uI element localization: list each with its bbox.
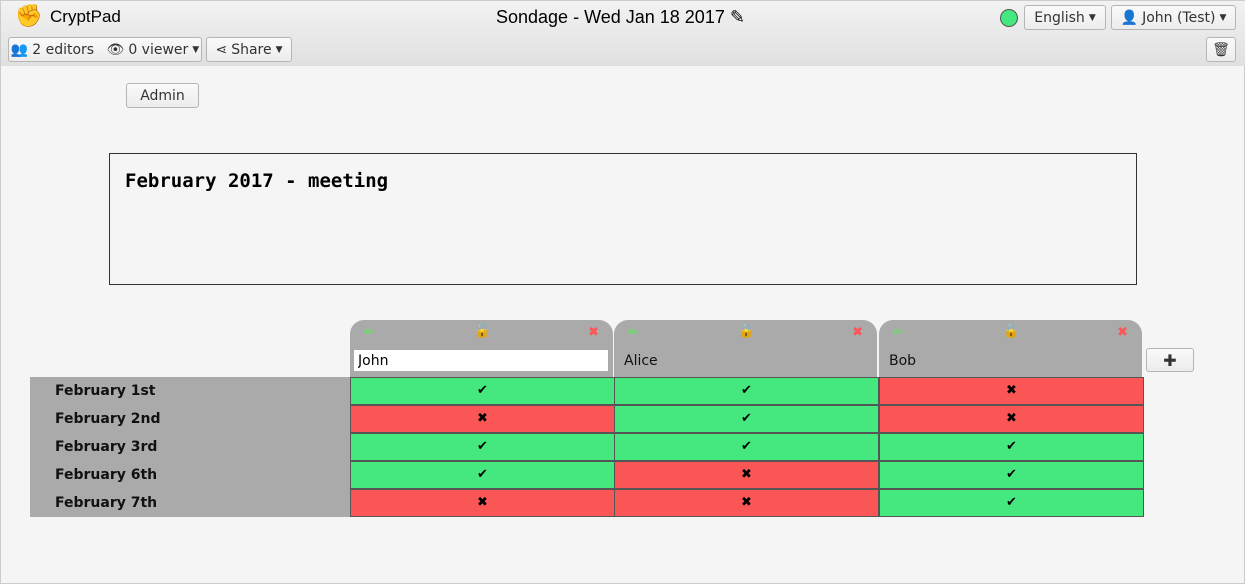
admin-button[interactable]: Admin <box>126 83 199 108</box>
app-name: CryptPad <box>50 7 121 26</box>
remove-column-icon[interactable]: ✖ <box>1117 325 1128 340</box>
check-icon: ✔ <box>477 439 488 454</box>
remove-column-icon[interactable]: ✖ <box>852 325 863 340</box>
row-label: February 7th <box>30 489 350 517</box>
vote-cell[interactable]: ✔ <box>879 433 1144 461</box>
cross-icon: ✖ <box>1006 411 1017 426</box>
delete-button[interactable]: 🗑 <box>1206 37 1236 62</box>
column-header: ✏ 🔓 ✖ <box>350 320 613 377</box>
cross-icon: ✖ <box>477 495 488 510</box>
column-name: Bob <box>889 353 917 369</box>
editors-count: 2 editors <box>32 41 95 58</box>
eye-icon: 👁 <box>106 41 125 58</box>
vote-cell[interactable]: ✔ <box>614 405 879 433</box>
user-menu-button[interactable]: 👤 John (Test) ▼ <box>1111 5 1236 30</box>
poll-description-editor[interactable]: February 2017 - meeting <box>109 153 1137 285</box>
vote-cell[interactable]: ✖ <box>350 405 615 433</box>
row-label: February 6th <box>30 461 350 489</box>
viewers-count: 0 viewer <box>128 41 189 58</box>
check-icon: ✔ <box>741 383 752 398</box>
vote-cell[interactable]: ✔ <box>350 377 615 405</box>
remove-column-icon[interactable]: ✖ <box>588 325 599 340</box>
users-button[interactable]: 👥 2 editors 👁 0 viewer ▼ <box>8 37 202 62</box>
pad-title[interactable]: Sondage - Wed Jan 18 2017 ✎ <box>496 7 745 28</box>
edit-icon[interactable]: ✏ <box>628 325 639 339</box>
cross-icon: ✖ <box>741 467 752 482</box>
vote-cell[interactable]: ✔ <box>879 461 1144 489</box>
cross-icon: ✖ <box>1006 383 1017 398</box>
user-label: John (Test) <box>1142 9 1216 26</box>
share-button[interactable]: ⋖ Share ▼ <box>206 37 292 62</box>
edit-icon[interactable]: ✏ <box>893 325 904 339</box>
vote-cell[interactable]: ✖ <box>350 489 615 517</box>
cryptpad-logo-icon: ✊ <box>15 4 43 29</box>
admin-label: Admin <box>140 87 185 104</box>
users-icon: 👥 <box>10 41 29 58</box>
vote-cell[interactable]: ✖ <box>614 489 879 517</box>
caret-down-icon: ▼ <box>192 44 200 55</box>
trash-icon: 🗑 <box>1212 41 1230 58</box>
pad-title-text: Sondage - Wed Jan 18 2017 <box>496 7 725 27</box>
caret-down-icon: ▼ <box>275 44 283 55</box>
caret-down-icon: ▼ <box>1219 12 1227 23</box>
lock-icon[interactable]: 🔒 <box>1003 324 1020 339</box>
pencil-icon[interactable]: ✎ <box>729 7 745 27</box>
language-select[interactable]: English ▼ <box>1024 5 1106 30</box>
vote-cell[interactable]: ✔ <box>614 377 879 405</box>
share-label: Share <box>231 41 272 58</box>
vote-cell[interactable]: ✖ <box>879 377 1144 405</box>
language-label: English <box>1034 9 1085 26</box>
vote-cell[interactable]: ✔ <box>350 461 615 489</box>
add-column-button[interactable]: ✚ <box>1146 348 1194 372</box>
check-icon: ✔ <box>1006 439 1017 454</box>
toolbar: ✊ CryptPad Sondage - Wed Jan 18 2017 ✎ E… <box>1 1 1245 66</box>
column-name-input[interactable] <box>354 350 608 371</box>
check-icon: ✔ <box>477 467 488 482</box>
check-icon: ✔ <box>1006 495 1017 510</box>
lock-icon[interactable]: 🔒 <box>738 324 755 339</box>
vote-cell[interactable]: ✖ <box>879 405 1144 433</box>
unlock-icon[interactable]: 🔓 <box>474 324 491 339</box>
cross-icon: ✖ <box>741 495 752 510</box>
plus-icon: ✚ <box>1163 350 1177 370</box>
vote-cell[interactable]: ✖ <box>614 461 879 489</box>
column-header: ✏ 🔒 ✖ Bob <box>879 320 1142 377</box>
cross-icon: ✖ <box>477 411 488 426</box>
vote-cell[interactable]: ✔ <box>879 489 1144 517</box>
column-header: ✏ 🔒 ✖ Alice <box>614 320 877 377</box>
share-icon: ⋖ <box>215 41 228 58</box>
check-icon: ✔ <box>741 439 752 454</box>
check-icon: ✔ <box>741 411 752 426</box>
row-label: February 3rd <box>30 433 350 461</box>
edit-icon[interactable]: ✏ <box>364 325 375 339</box>
vote-cell[interactable]: ✔ <box>350 433 615 461</box>
check-icon: ✔ <box>1006 467 1017 482</box>
connection-status-icon <box>1000 9 1018 27</box>
vote-cell[interactable]: ✔ <box>614 433 879 461</box>
user-icon: 👤 <box>1120 9 1139 26</box>
row-label: February 1st <box>30 377 350 405</box>
column-name: Alice <box>624 353 658 369</box>
row-label: February 2nd <box>30 405 350 433</box>
check-icon: ✔ <box>477 383 488 398</box>
poll-title: February 2017 - meeting <box>125 170 389 192</box>
caret-down-icon: ▼ <box>1088 12 1096 23</box>
